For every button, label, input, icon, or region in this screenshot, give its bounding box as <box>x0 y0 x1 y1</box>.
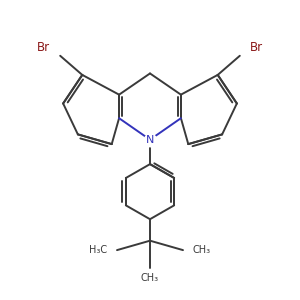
Text: Br: Br <box>37 41 50 54</box>
Text: Br: Br <box>250 41 263 54</box>
Text: CH₃: CH₃ <box>141 273 159 283</box>
Text: H₃C: H₃C <box>89 245 107 255</box>
Text: N: N <box>146 135 154 145</box>
Text: CH₃: CH₃ <box>193 245 211 255</box>
